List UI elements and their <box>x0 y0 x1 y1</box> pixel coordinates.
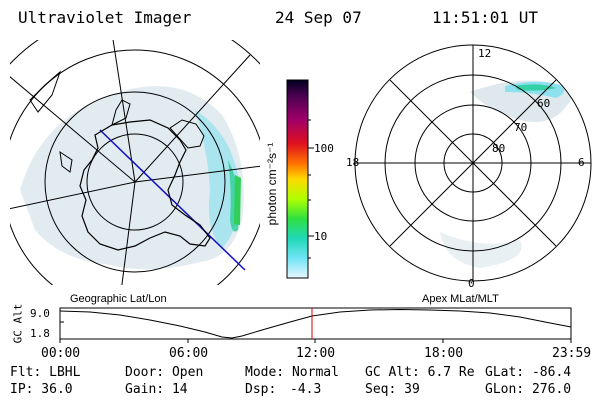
mlt-label-0: 0 <box>468 277 475 290</box>
altitude-ytick-max: 9.0 <box>30 307 50 320</box>
altitude-ylabel: GC Alt <box>11 303 25 344</box>
left-panel-title: Geographic Lat/Lon <box>70 293 167 305</box>
xtick-1200: 12:00 <box>296 346 336 361</box>
info-door: Door: Open <box>125 365 204 380</box>
date-label: 24 Sep 07 <box>275 8 362 27</box>
info-ip: IP: 36.0 <box>10 382 73 397</box>
info-mode: Mode: Normal <box>245 365 339 380</box>
info-gain: Gain: 14 <box>125 382 188 397</box>
info-filter: Flt: LBHL <box>10 365 81 380</box>
polar-plot <box>354 44 592 282</box>
xtick-0600: 06:00 <box>169 346 209 361</box>
mlt-label-18: 18 <box>346 156 360 169</box>
colorbar-tick-100: 100 <box>314 142 334 155</box>
info-seq: Seq: 39 <box>365 382 420 397</box>
mlt-label-12: 12 <box>478 47 492 60</box>
info-dsp-value: -4.3 <box>290 382 322 397</box>
altitude-curve <box>59 308 572 339</box>
mlat-label-80: 80 <box>492 142 506 155</box>
instrument-title: Ultraviolet Imager <box>18 8 192 27</box>
mlt-label-6: 6 <box>578 156 585 169</box>
altitude-plot-frame <box>59 307 572 340</box>
right-panel-title: Apex MLat/MLT <box>422 293 499 305</box>
mlat-label-60: 60 <box>537 97 551 110</box>
info-glon: GLon: 276.0 <box>485 382 572 397</box>
time-label: 11:51:01 UT <box>432 8 538 27</box>
mlat-label-70: 70 <box>514 121 528 134</box>
xtick-0000: 00:00 <box>41 346 81 361</box>
colorbar-unit-label: photon cm⁻²s⁻¹ <box>265 142 279 226</box>
geographic-map <box>10 40 260 285</box>
info-glat: GLat: -86.4 <box>485 365 572 380</box>
altitude-ytick-min: 1.8 <box>30 327 50 340</box>
info-gc-alt: GC Alt: 6.7 Re <box>365 365 475 380</box>
colorbar-tick-10: 10 <box>314 230 328 243</box>
info-dsp-label: Dsp: <box>245 382 277 397</box>
colorbar <box>286 79 309 279</box>
xtick-1800: 18:00 <box>424 346 464 361</box>
xtick-2359: 23:59 <box>552 346 592 361</box>
coastline <box>79 119 211 251</box>
